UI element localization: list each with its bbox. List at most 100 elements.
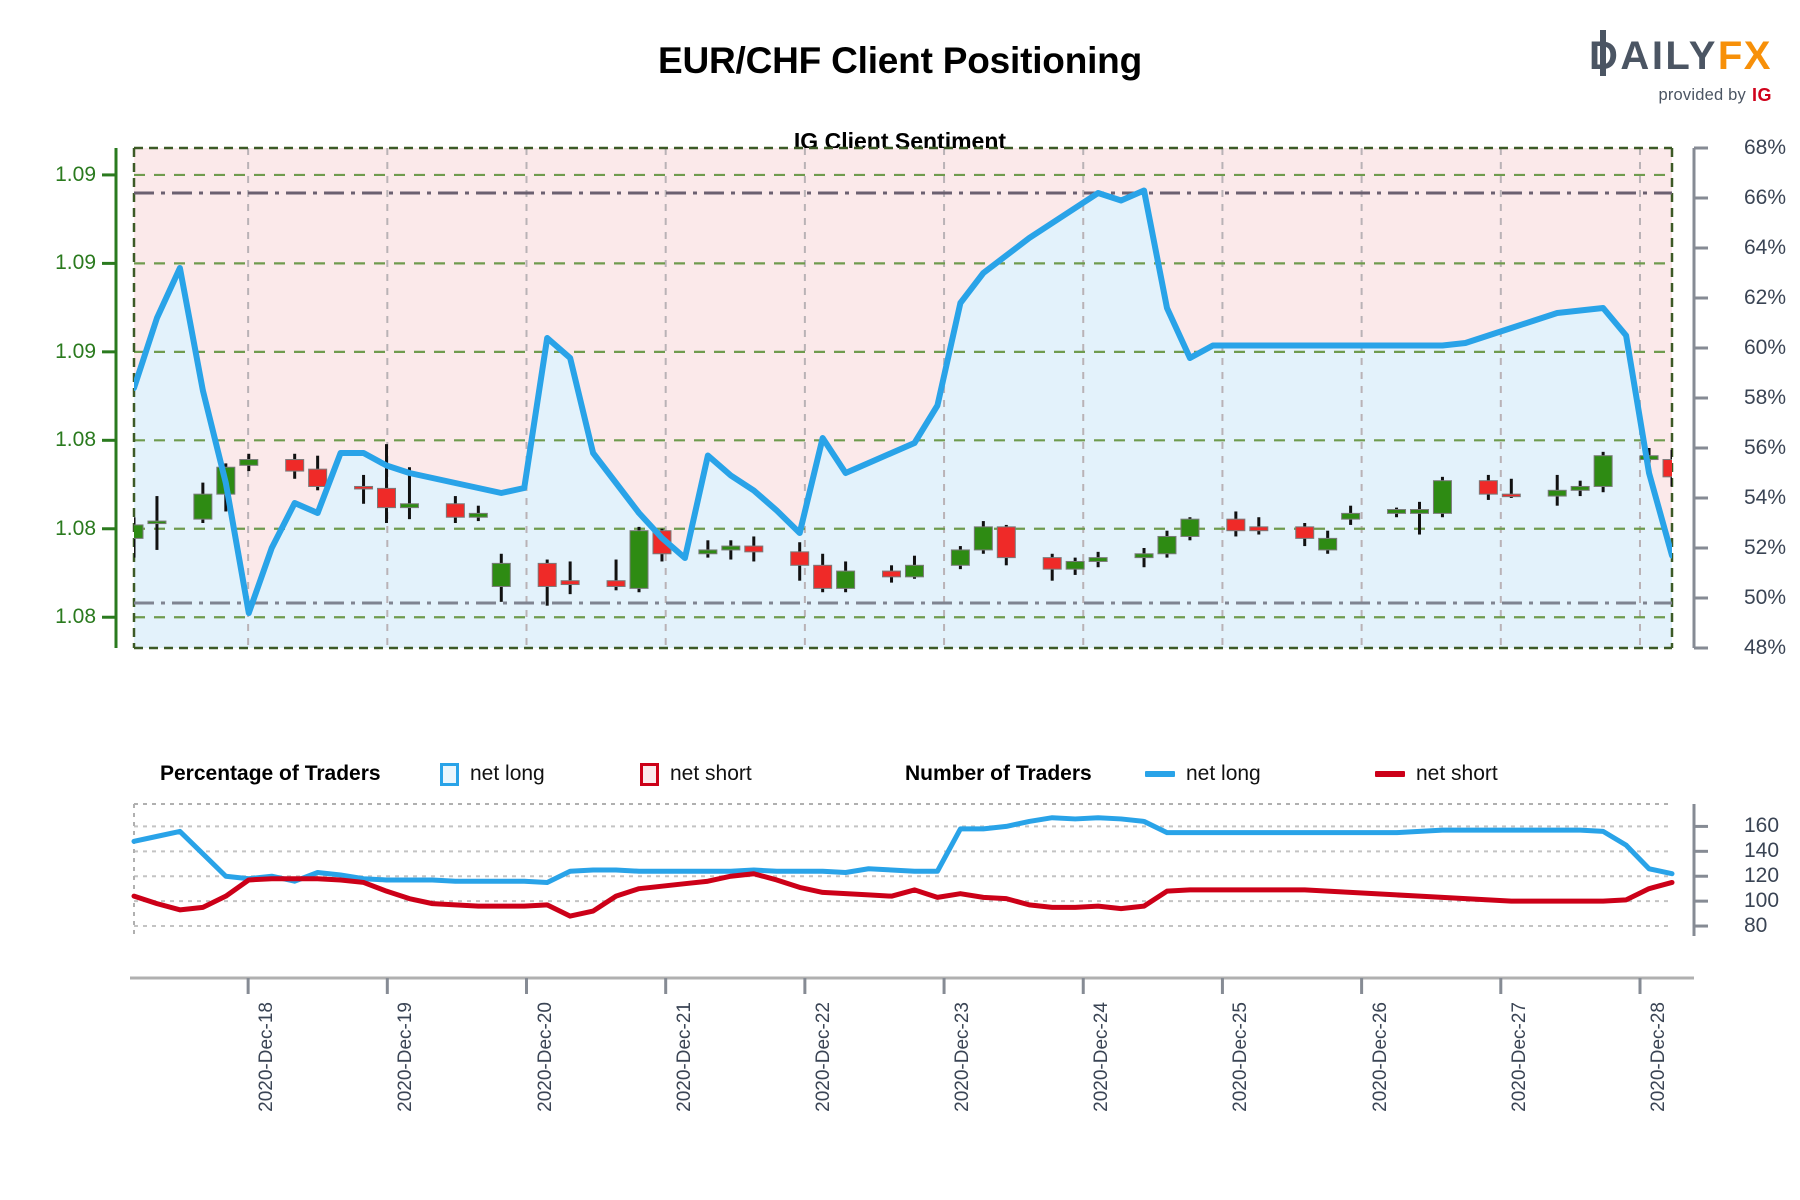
traders-axis-tick-label: 100 [1744, 889, 1780, 913]
candle-body [377, 487, 397, 509]
left-axis-tick-label: 1.09 [55, 251, 96, 275]
candle-body [1249, 526, 1269, 532]
x-axis-tick-label: 2020-Dec-26 [1369, 1002, 1391, 1112]
x-axis-tick-label: 2020-Dec-20 [534, 1002, 556, 1112]
logo-brand-accent: FX [1717, 34, 1772, 78]
traders-axis-tick-label: 120 [1744, 864, 1780, 888]
net-long-box-swatch-icon [440, 762, 459, 786]
candle-body [1134, 553, 1154, 559]
x-axis-tick-label: 2020-Dec-24 [1091, 1002, 1113, 1112]
candle-body [1088, 557, 1108, 562]
left-axis-tick-label: 1.09 [55, 339, 96, 363]
chart-legend: Percentage of Traders net long net short… [0, 757, 1800, 791]
candle-body [147, 520, 167, 525]
left-axis-tick-label: 1.08 [55, 516, 96, 540]
legend-number-title: Number of Traders [905, 762, 1092, 785]
x-axis-tick-label: 2020-Dec-22 [812, 1002, 834, 1112]
x-axis-tick-label: 2020-Dec-27 [1508, 1002, 1530, 1112]
candle-body [813, 564, 833, 589]
candle-body [1570, 485, 1590, 491]
net-short-line-swatch-icon [1375, 771, 1405, 777]
candle-body [1295, 526, 1315, 539]
right-axis-tick-label: 48% [1744, 636, 1787, 659]
candle-body [950, 549, 970, 566]
candle-body [285, 459, 305, 472]
right-axis-percentage-ticks: 68% 66% 64% 62% 60% 58% 56% 54% 52% 50% 48% [1700, 0, 1800, 1200]
legend-item-pct-net-long[interactable]: net long [440, 757, 545, 791]
candle-body [239, 459, 259, 466]
candle-body [1501, 493, 1521, 498]
x-axis-tick-label: 2020-Dec-18 [256, 1002, 278, 1112]
candlestick-series[interactable] [125, 444, 1681, 606]
candle-body [1065, 560, 1085, 570]
traders-axis-tick-label: 80 [1744, 914, 1768, 938]
right-axis-tick-label: 52% [1744, 536, 1787, 559]
x-axis-tick-label: 2020-Dec-21 [673, 1002, 695, 1112]
candle-body [1180, 518, 1200, 537]
dailyfx-logo: DAILY FX provided by IG [1528, 30, 1772, 112]
candle-body [698, 549, 718, 555]
x-axis-tick-label: 2020-Dec-19 [395, 1002, 417, 1112]
left-axis-tick-label: 1.09 [55, 162, 96, 186]
net-long-region[interactable] [134, 190, 1672, 649]
net-short-box-swatch-icon [640, 762, 659, 786]
legend-group-number: Number of Traders [905, 757, 1092, 791]
right-axis-traders-ticks: 160 140 120 100 80 [1700, 0, 1800, 1200]
right-axis-tick-label: 58% [1744, 386, 1787, 409]
right-axis-tick-label: 50% [1744, 586, 1787, 609]
candle-body [904, 564, 924, 578]
candle-body [790, 551, 810, 566]
right-axis-tick-label: 66% [1744, 186, 1787, 209]
left-axis-tick-label: 1.08 [55, 428, 96, 452]
page-title: EUR/CHF Client Positioning [657, 40, 1142, 81]
candle-body [973, 526, 993, 551]
candle-body [445, 503, 465, 518]
candle-body [491, 562, 511, 587]
logo-candlestick-icon [1600, 30, 1606, 76]
right-axis-tick-label: 62% [1744, 286, 1787, 309]
net-long-line-swatch-icon [1145, 771, 1175, 777]
series-line-net-short-traders[interactable] [131, 871, 1675, 919]
candle-body [606, 580, 626, 587]
legend-label: net short [1416, 762, 1498, 785]
series-line-net-long-traders[interactable] [131, 815, 1675, 885]
candle-body [1432, 480, 1452, 514]
candle-body [560, 580, 580, 586]
candle-body [468, 512, 488, 518]
legend-item-num-net-short[interactable]: net short [1375, 757, 1498, 791]
candle-body [882, 570, 902, 578]
x-axis-tick-label: 2020-Dec-25 [1230, 1002, 1252, 1112]
candle-body [1318, 537, 1338, 551]
left-axis-tick-label: 1.08 [55, 605, 96, 629]
traders-axis-tick-label: 140 [1744, 839, 1780, 863]
candle-body [1662, 459, 1672, 478]
candle-body [1478, 480, 1498, 495]
series-line-net-long-percentage[interactable] [134, 187, 1672, 616]
legend-item-num-net-long[interactable]: net long [1145, 757, 1261, 791]
candle-body [1157, 535, 1177, 555]
right-axis-tick-label: 68% [1744, 136, 1787, 159]
candle-body [134, 524, 144, 539]
candle-body [354, 485, 374, 490]
legend-label: net long [1186, 762, 1261, 785]
x-axis-tick-label: 2020-Dec-28 [1647, 1002, 1669, 1112]
candle-body [1042, 557, 1062, 570]
candle-body [399, 503, 419, 509]
candle-body [996, 526, 1016, 559]
candle-body [1409, 509, 1429, 514]
traders-axis-tick-label: 160 [1744, 814, 1780, 838]
right-axis-tick-label: 60% [1744, 336, 1787, 359]
candle-body [836, 570, 856, 589]
legend-group-percentage: Percentage of Traders [160, 757, 381, 791]
right-axis-tick-label: 56% [1744, 436, 1787, 459]
candle-body [1387, 509, 1407, 514]
legend-item-pct-net-short[interactable]: net short [640, 757, 752, 791]
left-axis-ticks: 1.09 1.09 1.09 1.08 1.08 1.08 [0, 0, 96, 1200]
candle-body [744, 545, 764, 553]
legend-percentage-title: Percentage of Traders [160, 762, 381, 785]
logo-tagline: provided by [1658, 86, 1746, 104]
candle-body [1547, 489, 1567, 497]
